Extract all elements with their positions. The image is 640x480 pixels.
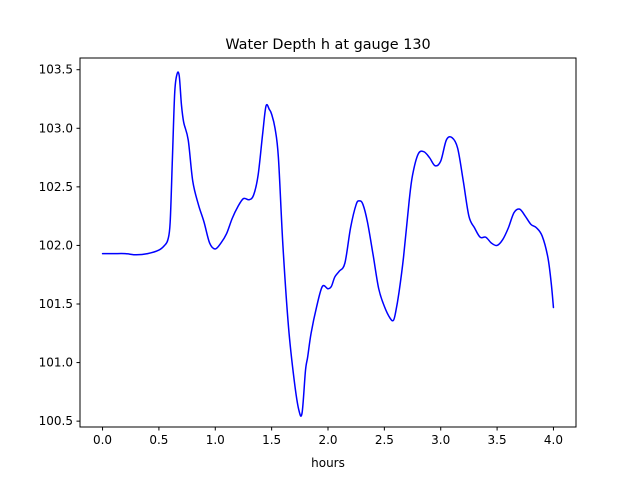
y-tick-label: 103.5	[39, 63, 73, 77]
plot-frame	[79, 57, 577, 428]
x-tick-label: 3.0	[431, 433, 450, 447]
x-tick-label: 3.5	[488, 433, 507, 447]
y-tick-label: 102.5	[39, 180, 73, 194]
x-tick-label: 2.5	[375, 433, 394, 447]
axis-ticks: 0.0 0.5 1.0 1.5 2.0 2.5 3.0 3.5 4.0 100.5 101.0 101…	[39, 63, 563, 447]
x-axis-label: hours	[311, 456, 345, 470]
x-tick-label: 2.0	[318, 433, 337, 447]
x-tick-label: 4.0	[544, 433, 563, 447]
y-tick-label: 101.0	[39, 356, 73, 370]
x-tick-label: 0.5	[149, 433, 168, 447]
series-line	[101, 71, 555, 417]
x-tick-label: 0.0	[93, 433, 112, 447]
x-tick-label: 1.5	[262, 433, 281, 447]
y-tick-label: 102.0	[39, 238, 73, 252]
chart-title: Water Depth h at gauge 130	[225, 37, 430, 53]
y-tick-label: 100.5	[39, 414, 73, 428]
y-tick-label: 101.5	[39, 297, 73, 311]
x-tick-label: 1.0	[206, 433, 225, 447]
y-tick-label: 103.0	[39, 121, 73, 135]
